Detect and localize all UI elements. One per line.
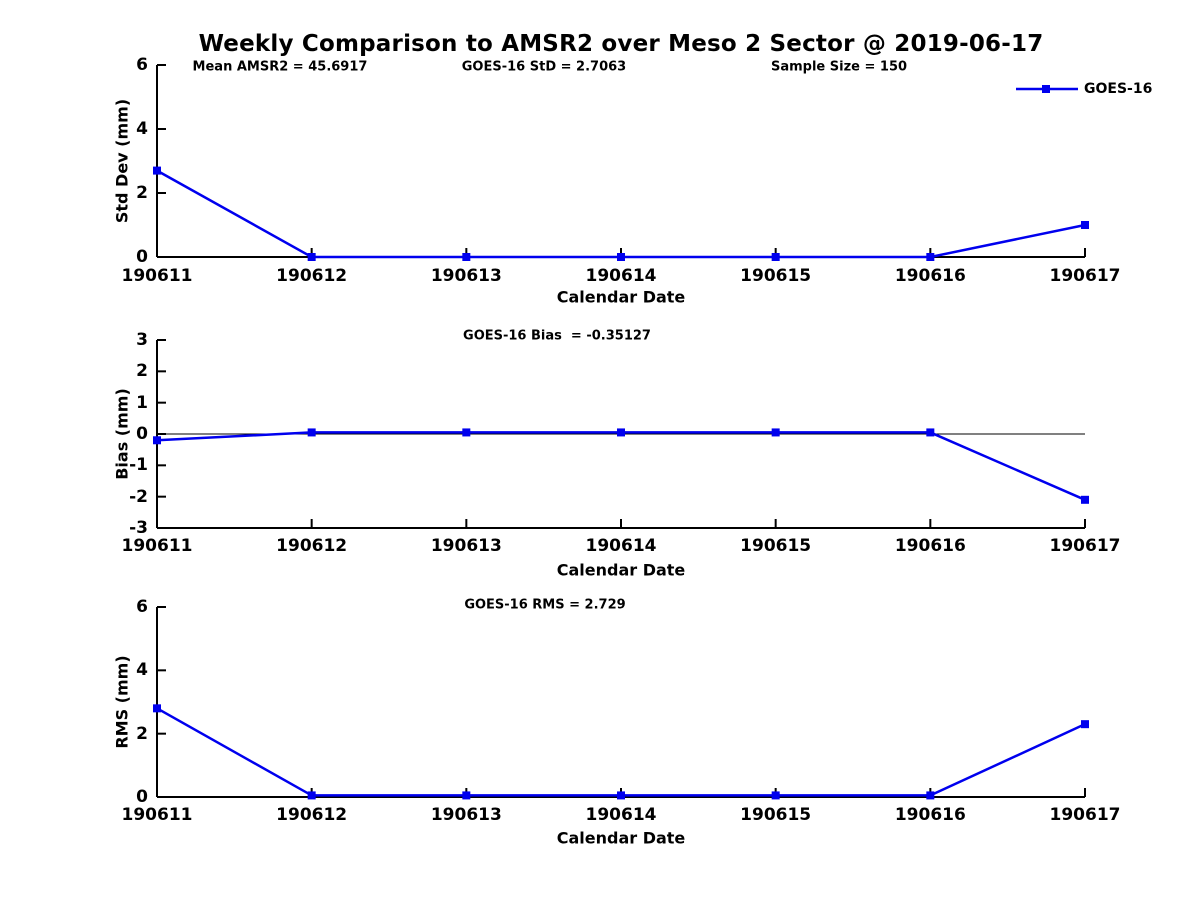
x-tick-label: 190616 bbox=[894, 805, 966, 825]
y-tick-label: -3 bbox=[129, 518, 148, 538]
x-tick-label: 190614 bbox=[585, 266, 657, 286]
x-tick-label: 190617 bbox=[1049, 805, 1121, 825]
x-tick-label: 190615 bbox=[740, 805, 812, 825]
y-tick-label: -1 bbox=[129, 455, 148, 476]
GOES-16-marker bbox=[153, 704, 161, 713]
GOES-16-marker bbox=[771, 253, 780, 261]
x-tick-label: 190611 bbox=[121, 266, 193, 286]
y-tick-label: 0 bbox=[136, 247, 148, 267]
y-tick-label: 1 bbox=[136, 392, 148, 413]
y-tick-label: 2 bbox=[136, 183, 148, 203]
GOES-16-marker bbox=[771, 791, 780, 800]
x-tick-label: 190614 bbox=[585, 805, 657, 825]
x-tick-label: 190612 bbox=[276, 805, 348, 825]
x-axis-label-rms-subplot: Calendar Date bbox=[556, 828, 686, 848]
x-axis-label-bias-subplot: Calendar Date bbox=[556, 560, 686, 580]
legend-square-marker-icon bbox=[1042, 85, 1050, 93]
legend-label: GOES-16 bbox=[1084, 81, 1153, 97]
GOES-16-marker bbox=[307, 253, 316, 261]
x-tick-label: 190612 bbox=[276, 266, 348, 286]
legend-line-marker-icon bbox=[1016, 85, 1078, 93]
GOES-16-marker bbox=[462, 253, 471, 261]
GOES-16-marker bbox=[153, 436, 161, 445]
GOES-16-marker bbox=[153, 166, 161, 175]
GOES-16-marker bbox=[617, 428, 625, 437]
GOES-16-marker bbox=[1081, 495, 1089, 504]
chart-title: Weekly Comparison to AMSR2 over Meso 2 S… bbox=[198, 31, 1044, 57]
x-axis-label-std-dev-subplot: Calendar Date bbox=[556, 287, 686, 307]
annotation-rms-subplot-0: GOES-16 RMS = 2.729 bbox=[464, 597, 626, 613]
x-tick-label: 190617 bbox=[1049, 266, 1121, 286]
bias-subplot bbox=[153, 339, 1089, 529]
y-tick-label: 2 bbox=[136, 723, 148, 744]
x-tick-label: 190615 bbox=[740, 266, 812, 286]
GOES-16-marker bbox=[617, 791, 625, 800]
GOES-16-marker bbox=[462, 428, 471, 437]
y-axis-label-rms-subplot: RMS (mm) bbox=[112, 655, 132, 749]
x-tick-label: 190611 bbox=[121, 805, 193, 825]
y-tick-label: 2 bbox=[136, 361, 148, 382]
GOES-16-marker bbox=[926, 791, 935, 800]
y-tick-label: 0 bbox=[136, 424, 148, 444]
GOES-16-marker bbox=[771, 428, 780, 437]
GOES-16-line bbox=[156, 431, 1086, 501]
x-tick-label: 190611 bbox=[121, 536, 193, 556]
GOES-16-line bbox=[156, 169, 1086, 259]
GOES-16-marker bbox=[307, 791, 316, 800]
x-tick-label: 190617 bbox=[1049, 536, 1121, 556]
x-tick-label: 190613 bbox=[430, 805, 502, 825]
GOES-16-line bbox=[156, 707, 1086, 797]
std-dev-subplot bbox=[153, 64, 1089, 261]
GOES-16-marker bbox=[307, 428, 316, 437]
rms-subplot bbox=[153, 606, 1089, 800]
x-tick-label: 190614 bbox=[585, 536, 657, 556]
x-tick-label: 190615 bbox=[740, 536, 812, 556]
y-axis-label-std-dev-subplot: Std Dev (mm) bbox=[112, 98, 132, 224]
y-tick-label: 4 bbox=[136, 119, 148, 139]
y-tick-label: 4 bbox=[136, 660, 148, 681]
y-tick-label: 6 bbox=[136, 55, 148, 75]
y-tick-label: -2 bbox=[129, 486, 148, 507]
GOES-16-marker bbox=[617, 253, 625, 261]
legend: GOES-16 bbox=[1016, 80, 1152, 98]
x-tick-label: 190616 bbox=[894, 266, 966, 286]
GOES-16-marker bbox=[1081, 221, 1089, 229]
x-tick-label: 190612 bbox=[276, 536, 348, 556]
GOES-16-marker bbox=[462, 791, 471, 800]
y-axis-label-bias-subplot: Bias (mm) bbox=[112, 388, 132, 480]
annotation-std-dev-subplot-0: Mean AMSR2 = 45.6917 bbox=[192, 59, 368, 75]
GOES-16-marker bbox=[926, 253, 935, 261]
y-tick-label: 6 bbox=[136, 597, 148, 617]
x-tick-label: 190613 bbox=[430, 266, 502, 286]
x-tick-label: 190616 bbox=[894, 536, 966, 556]
GOES-16-marker bbox=[926, 428, 935, 437]
annotation-std-dev-subplot-1: GOES-16 StD = 2.7063 bbox=[461, 59, 627, 75]
annotation-bias-subplot-0: GOES-16 Bias = -0.35127 bbox=[463, 328, 651, 344]
x-tick-label: 190613 bbox=[430, 536, 502, 556]
y-tick-label: 0 bbox=[136, 787, 148, 807]
GOES-16-marker bbox=[1081, 720, 1089, 729]
y-tick-label: 3 bbox=[136, 330, 148, 350]
annotation-std-dev-subplot-2: Sample Size = 150 bbox=[770, 59, 908, 75]
